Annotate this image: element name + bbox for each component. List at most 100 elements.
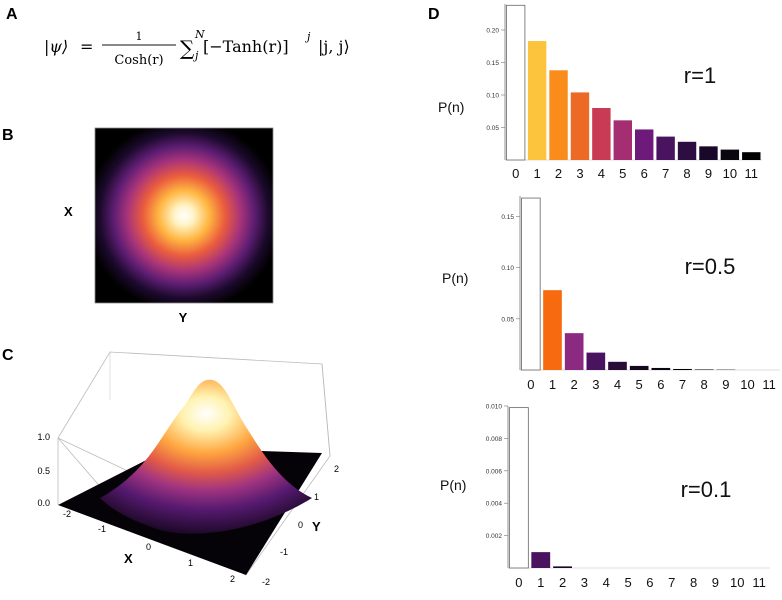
bar-0 — [522, 198, 541, 370]
x-tick-label: 10 — [740, 377, 754, 392]
bar-5 — [614, 120, 632, 160]
chart-ylabel: P(n) — [438, 99, 464, 115]
x-tick-label: 11 — [762, 377, 776, 392]
x-tick-label: 7 — [679, 377, 686, 392]
y-tick-label: 0.008 — [486, 436, 503, 443]
x-tick-label: 0 — [146, 542, 151, 552]
bar-1 — [543, 290, 562, 370]
x-tick-label: 3 — [576, 166, 583, 181]
bar-4 — [608, 362, 627, 370]
chart-ylabel: P(n) — [442, 270, 468, 286]
y-tick-label: 0.05 — [501, 316, 514, 323]
x-tick-label: 3 — [592, 377, 599, 392]
wavefunction-equation: |ψ⟩ = 1 Cosh(r) ∑ N j [−Tanh(r)] j |j, j… — [44, 28, 350, 68]
chart-r-label: r=0.1 — [681, 477, 732, 502]
x-tick-label: 6 — [657, 377, 664, 392]
equation-equals: = — [80, 37, 93, 56]
x-tick-label: 5 — [619, 166, 626, 181]
equation-sum-symbol: ∑ — [180, 36, 195, 60]
x-tick-label: 8 — [690, 575, 697, 590]
surface-plot-xlabel: X — [124, 551, 133, 566]
equation-lhs: |ψ⟩ — [44, 37, 68, 56]
x-tick-label: 5 — [636, 377, 643, 392]
x-tick-label: 0 — [527, 377, 534, 392]
bar-7 — [673, 369, 692, 370]
x-tick-label: 6 — [641, 166, 648, 181]
x-tick-label: 9 — [712, 575, 719, 590]
equation-ket: |j, j⟩ — [318, 37, 350, 56]
bar-0 — [507, 5, 525, 160]
x-tick-label: 11 — [752, 575, 766, 590]
y-tick-label: 0.15 — [501, 214, 514, 221]
x-tick-label: 10 — [730, 575, 744, 590]
equation-body: [−Tanh(r)] — [203, 37, 289, 56]
equation-power: j — [304, 30, 311, 43]
x-tick-label: 1 — [188, 558, 193, 568]
panel-label-a: A — [6, 6, 18, 23]
bar-4 — [592, 108, 610, 160]
bar-1 — [531, 552, 550, 568]
bar-8 — [678, 142, 696, 160]
y-tick-label: 0 — [298, 520, 303, 530]
chart-r-label: r=0.5 — [685, 254, 736, 279]
surface-plot-ylabel: Y — [312, 519, 321, 534]
y-tick-label: 2 — [334, 464, 339, 474]
bar-2 — [565, 333, 584, 370]
y-tick-label: 0.10 — [486, 93, 499, 100]
x-tick-label: 1 — [534, 166, 541, 181]
z-tick-label: 1.0 — [37, 432, 50, 442]
y-tick-label: 0.004 — [486, 501, 503, 508]
z-tick-label: 0.5 — [37, 466, 50, 476]
x-tick-label: -1 — [98, 524, 106, 534]
x-tick-label: 8 — [701, 377, 708, 392]
density-plot: X Y — [64, 128, 273, 325]
y-tick-label: 0.006 — [486, 468, 503, 475]
x-tick-label: 2 — [571, 377, 578, 392]
y-tick-label: 0.15 — [486, 60, 499, 67]
y-tick-label: 0.05 — [486, 125, 499, 132]
x-tick-label: 0 — [515, 575, 522, 590]
bar-3 — [587, 353, 606, 370]
y-tick-label: 1 — [314, 492, 319, 502]
x-tick-label: 4 — [598, 166, 605, 181]
x-tick-label: 6 — [646, 575, 653, 590]
x-tick-label: 1 — [537, 575, 544, 590]
y-tick-label: 0.10 — [501, 265, 514, 272]
x-tick-label: 3 — [581, 575, 588, 590]
bar-2 — [549, 70, 567, 160]
equation-numerator: 1 — [136, 30, 143, 43]
density-plot-xlabel: X — [64, 204, 73, 219]
x-tick-label: 2 — [559, 575, 566, 590]
panel-label-c: C — [2, 347, 14, 364]
equation-denominator: Cosh(r) — [114, 53, 163, 68]
bar-5 — [630, 366, 649, 370]
y-tick-label: -1 — [280, 547, 288, 557]
x-tick-label: 11 — [745, 166, 759, 181]
y-tick-label: -2 — [262, 577, 270, 587]
x-tick-label: 0 — [512, 166, 519, 181]
y-tick-label: 0.010 — [486, 404, 503, 411]
density-plot-area — [95, 128, 273, 303]
x-tick-label: 7 — [662, 166, 669, 181]
x-tick-label: 2 — [555, 166, 562, 181]
bar-3 — [571, 92, 589, 160]
z-tick-label: 0.0 — [37, 498, 50, 508]
x-tick-label: 9 — [705, 166, 712, 181]
bar-7 — [656, 137, 674, 160]
x-tick-label: 2 — [230, 574, 235, 584]
bar-11 — [742, 152, 760, 160]
chart-ylabel: P(n) — [440, 477, 466, 493]
surface-plot: 1.0 0.5 0.0 -2 -1 0 1 2 -2 -1 0 1 2 X Y — [37, 352, 339, 587]
chart-r-label: r=1 — [684, 63, 716, 88]
x-tick-label: 5 — [624, 575, 631, 590]
y-tick-label: 0.002 — [486, 533, 503, 540]
x-tick-label: 4 — [603, 575, 610, 590]
bar-9 — [699, 146, 717, 160]
x-tick-label: 7 — [668, 575, 675, 590]
x-tick-label: 10 — [723, 166, 737, 181]
x-tick-label: 8 — [683, 166, 690, 181]
surface-box-back-edge — [322, 364, 330, 456]
